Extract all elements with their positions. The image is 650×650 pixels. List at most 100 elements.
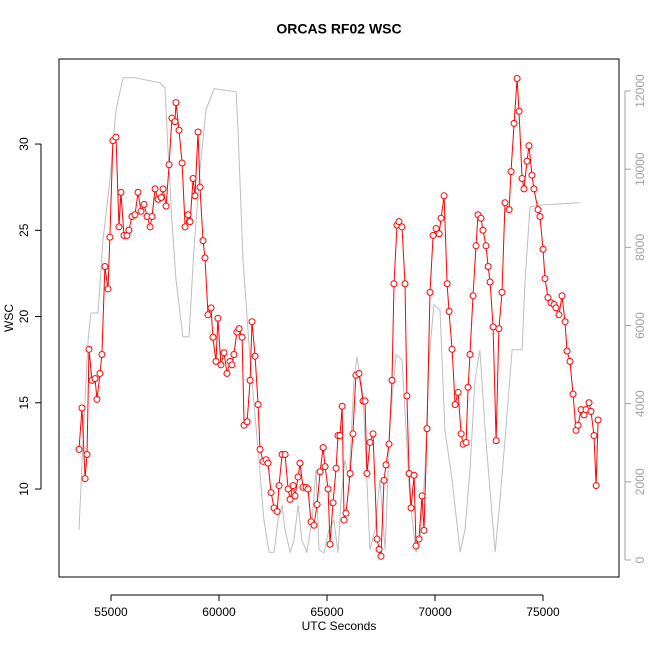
data-point <box>380 476 388 484</box>
y2-tick-label: 8000 <box>633 234 647 261</box>
data-point <box>321 463 329 471</box>
x-tick-label: 75000 <box>526 605 560 619</box>
y2-tick-label: 0 <box>633 556 647 563</box>
data-point <box>134 188 142 196</box>
data-point <box>454 388 462 396</box>
data-point <box>125 226 133 234</box>
data-point <box>561 318 569 326</box>
data-point <box>432 225 440 233</box>
data-point <box>426 288 434 296</box>
data-point <box>407 504 415 512</box>
data-point <box>388 376 396 384</box>
data-point <box>313 501 321 509</box>
data-point <box>196 183 204 191</box>
data-point <box>518 175 526 183</box>
data-point <box>137 207 145 215</box>
data-point <box>117 188 125 196</box>
data-point <box>418 492 426 500</box>
data-point <box>594 416 602 424</box>
data-point <box>186 218 194 226</box>
data-point <box>398 223 406 231</box>
data-point <box>585 399 593 407</box>
y2-tick-label: 12000 <box>633 74 647 108</box>
data-point <box>101 263 109 271</box>
data-point <box>544 294 552 302</box>
data-point <box>445 307 453 315</box>
data-point <box>338 402 346 410</box>
data-point <box>281 451 289 459</box>
data-point <box>199 237 207 245</box>
data-point <box>254 401 262 409</box>
data-point <box>373 535 381 543</box>
data-point <box>528 171 536 179</box>
y-tick-label: 25 <box>17 223 31 237</box>
data-point <box>590 432 598 440</box>
data-point <box>148 212 156 220</box>
data-point <box>346 470 354 478</box>
data-point <box>191 192 199 200</box>
data-point <box>342 509 350 517</box>
y-tick-label: 20 <box>17 310 31 324</box>
y2-tick-label: 4000 <box>633 390 647 417</box>
data-point <box>223 369 231 377</box>
data-point <box>78 404 86 412</box>
data-point <box>498 288 506 296</box>
data-point <box>151 185 159 193</box>
data-point <box>401 280 409 288</box>
data-point <box>420 526 428 534</box>
data-point <box>81 475 89 483</box>
data-point <box>429 231 437 239</box>
data-point <box>214 314 222 322</box>
data-point <box>505 206 513 214</box>
data-point <box>267 488 275 496</box>
data-point <box>304 485 312 493</box>
data-point <box>523 157 531 165</box>
plot-frame <box>58 58 620 578</box>
data-point <box>310 521 318 529</box>
data-point <box>294 473 302 481</box>
data-point <box>291 492 299 500</box>
data-point <box>162 202 170 210</box>
data-point <box>592 482 600 490</box>
data-point <box>448 345 456 353</box>
chart-title: ORCAS RF02 WSC <box>276 21 401 37</box>
data-point <box>482 242 490 250</box>
data-point <box>510 119 518 127</box>
data-point <box>539 245 547 253</box>
data-point <box>104 285 112 293</box>
data-point <box>75 445 83 453</box>
data-point <box>194 128 202 136</box>
data-point <box>243 418 251 426</box>
series-line <box>78 77 580 555</box>
data-point <box>235 325 243 333</box>
data-point <box>410 471 418 479</box>
data-point <box>209 333 217 341</box>
data-point <box>536 212 544 220</box>
x-tick-label: 65000 <box>310 605 344 619</box>
data-point <box>172 99 180 107</box>
data-point <box>329 499 337 507</box>
data-point <box>140 200 148 208</box>
data-point <box>319 444 327 452</box>
data-point <box>520 185 528 193</box>
data-point <box>106 233 114 241</box>
data-point <box>566 357 574 365</box>
data-point <box>273 507 281 515</box>
data-point <box>332 464 340 472</box>
data-point <box>479 226 487 234</box>
data-point <box>207 304 215 312</box>
data-point <box>469 292 477 300</box>
data-point <box>131 211 139 219</box>
data-point <box>574 421 582 429</box>
data-point <box>541 275 549 283</box>
data-point <box>275 482 283 490</box>
data-point <box>412 542 420 550</box>
data-point <box>457 430 465 438</box>
data-point <box>495 325 503 333</box>
data-point <box>201 254 209 262</box>
data-point <box>284 485 292 493</box>
data-point <box>472 242 480 250</box>
data-point <box>189 175 197 183</box>
